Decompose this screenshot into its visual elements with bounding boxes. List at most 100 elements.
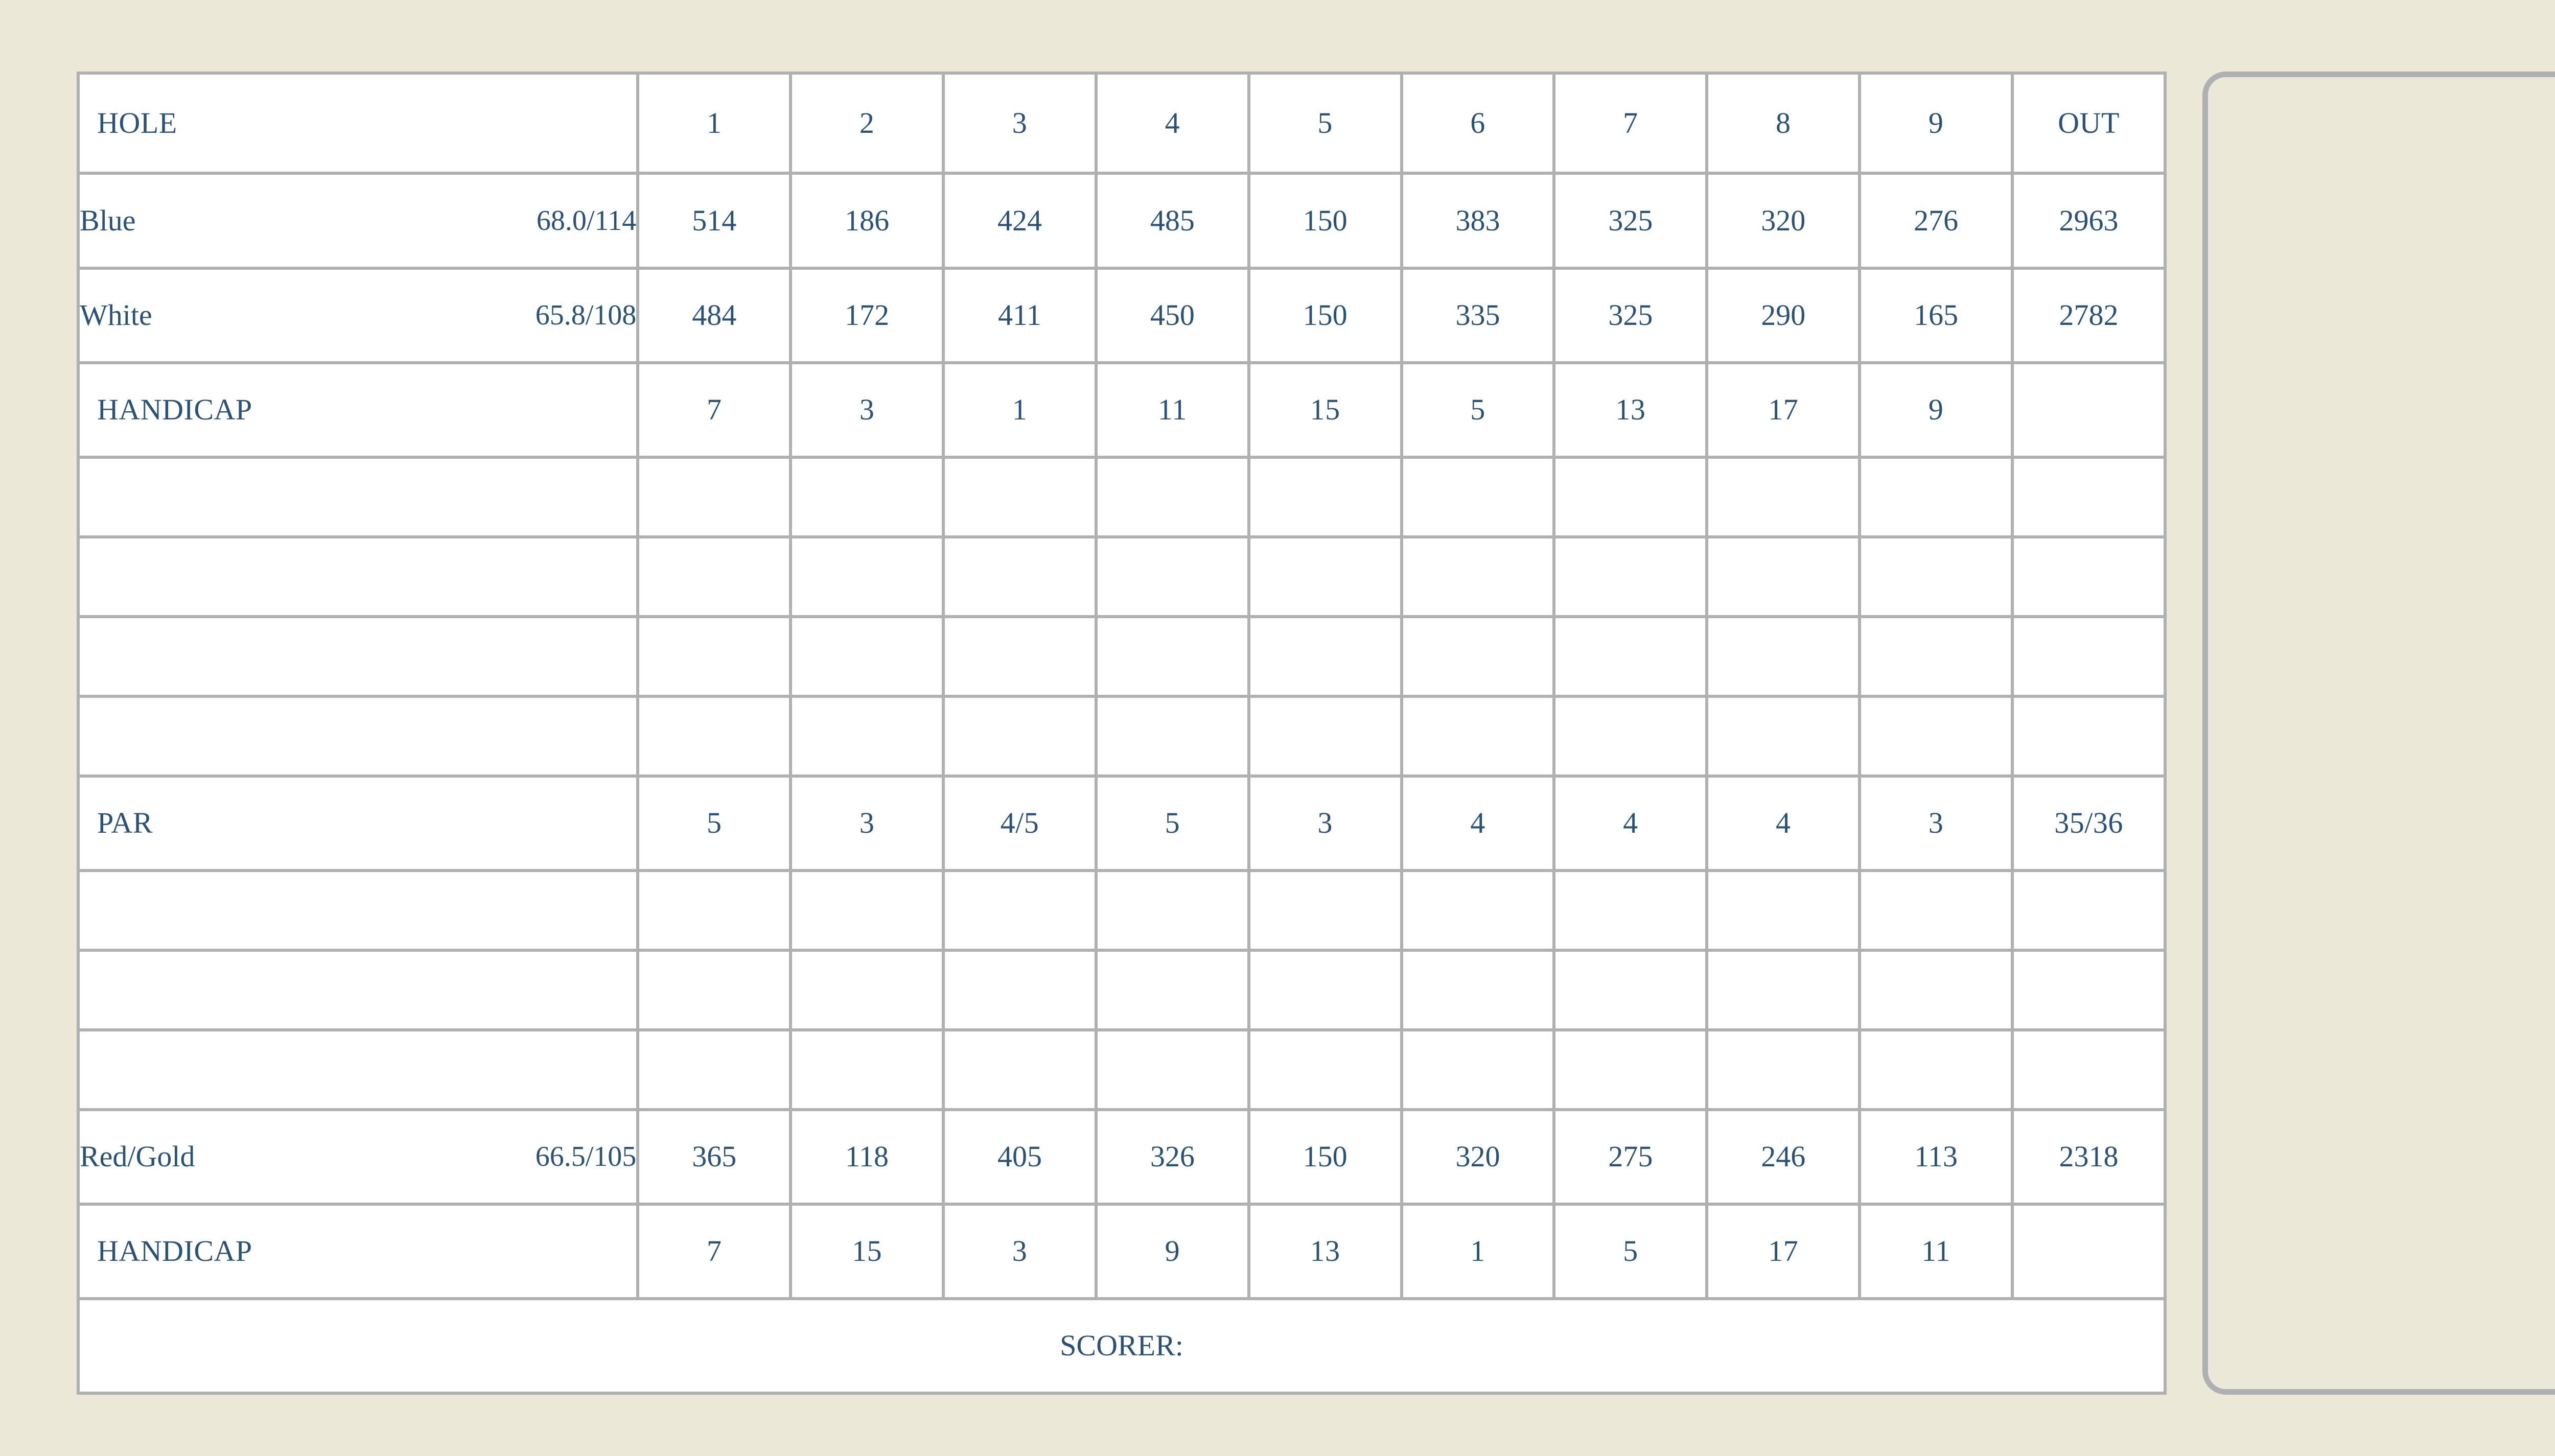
player-score-blank xyxy=(1403,872,1556,952)
player-score-blank xyxy=(1861,458,2014,538)
scorecard-table-wrapper: HOLE 1 2 3 4 5 6 7 8 9 OUT Blue 68.0/114 514 186 424 485… xyxy=(77,72,2167,1395)
player-score-blank xyxy=(1861,1031,2014,1111)
handicap-out-blank xyxy=(2014,364,2167,459)
player-score-blank xyxy=(792,872,945,952)
player-score-blank xyxy=(1403,951,1556,1031)
player-score-blank xyxy=(792,1031,945,1111)
player-score-blank xyxy=(1403,458,1556,538)
hole-number-1: 1 xyxy=(639,72,793,175)
player-score-blank xyxy=(1250,697,1403,778)
player-out-blank xyxy=(2014,1031,2167,1111)
player-name-blank xyxy=(77,538,640,618)
player-score-blank xyxy=(1555,951,1709,1031)
player-score-blank xyxy=(1250,458,1403,538)
yardage-hole-9: 165 xyxy=(1861,269,2014,364)
tee-name: Blue xyxy=(80,203,136,237)
player-score-blank xyxy=(639,697,793,778)
player-score-blank xyxy=(1861,951,2014,1031)
hole-number-5: 5 xyxy=(1250,72,1403,175)
player-score-blank xyxy=(1097,458,1250,538)
player-score-blank xyxy=(1403,697,1556,778)
player-score-blank xyxy=(945,618,1098,698)
table-row-player-blank xyxy=(77,458,2167,538)
handicap-hole-2: 15 xyxy=(792,1205,945,1300)
handicap-hole-3: 1 xyxy=(945,364,1098,459)
table-row-tee-white: White 65.8/108 484 172 411 450 150 335 325 290 165… xyxy=(77,269,2167,364)
tee-rating-slope: 68.0/114 xyxy=(536,204,637,237)
yardage-hole-2: 186 xyxy=(792,175,945,270)
table-row-hole-header: HOLE 1 2 3 4 5 6 7 8 9 OUT xyxy=(77,72,2167,175)
table-row-handicap-back: HANDICAP 7 15 3 9 13 1 5 17 11 xyxy=(77,1205,2167,1300)
row-label-handicap-front: HANDICAP xyxy=(77,364,640,459)
par-hole-4: 5 xyxy=(1097,777,1250,872)
yardage-hole-2: 172 xyxy=(792,269,945,364)
player-score-blank xyxy=(1555,697,1709,778)
yardage-hole-9: 276 xyxy=(1861,175,2014,270)
player-score-blank xyxy=(945,872,1098,952)
tee-name: Red/Gold xyxy=(80,1140,195,1173)
player-out-blank xyxy=(2014,697,2167,778)
player-name-blank xyxy=(77,951,640,1031)
table-row-player-blank xyxy=(77,618,2167,698)
player-name-blank xyxy=(77,697,640,778)
player-score-blank xyxy=(639,951,793,1031)
par-hole-5: 3 xyxy=(1250,777,1403,872)
yardage-hole-7: 275 xyxy=(1555,1111,1709,1206)
par-out-total: 35/36 xyxy=(2014,777,2167,872)
table-row-player-blank xyxy=(77,697,2167,778)
yardage-hole-3: 405 xyxy=(945,1111,1098,1206)
player-score-blank xyxy=(1097,538,1250,618)
player-score-blank xyxy=(945,697,1098,778)
yardage-hole-4: 450 xyxy=(1097,269,1250,364)
player-out-blank xyxy=(2014,951,2167,1031)
hole-number-3: 3 xyxy=(945,72,1098,175)
table-row-tee-blue: Blue 68.0/114 514 186 424 485 150 383 325 320 276 2… xyxy=(77,175,2167,270)
par-hole-1: 5 xyxy=(639,777,793,872)
column-header-out: OUT xyxy=(2014,72,2167,175)
tee-name-cell-white: White 65.8/108 xyxy=(77,269,640,364)
yardage-hole-3: 424 xyxy=(945,175,1098,270)
scorer-label-cell: SCORER: xyxy=(77,1300,2167,1395)
yardage-hole-6: 335 xyxy=(1403,269,1556,364)
player-score-blank xyxy=(1708,951,1862,1031)
handicap-hole-6: 5 xyxy=(1403,364,1556,459)
yardage-hole-5: 150 xyxy=(1250,1111,1403,1206)
par-hole-3: 4/5 xyxy=(945,777,1098,872)
handicap-hole-8: 17 xyxy=(1708,1205,1862,1300)
player-name-blank xyxy=(77,872,640,952)
player-score-blank xyxy=(1708,1031,1862,1111)
player-out-blank xyxy=(2014,458,2167,538)
row-label-hole: HOLE xyxy=(77,72,640,175)
par-hole-2: 3 xyxy=(792,777,945,872)
hole-number-9: 9 xyxy=(1861,72,2014,175)
player-score-blank xyxy=(945,458,1098,538)
player-score-blank xyxy=(1555,458,1709,538)
table-row-player-blank xyxy=(77,872,2167,952)
player-score-blank xyxy=(1555,872,1709,952)
course-map-panel: .rg{fill:#3e8c47;stroke:#2f7a3b;stroke-w… xyxy=(2202,72,2555,1395)
yardage-hole-9: 113 xyxy=(1861,1111,2014,1206)
hole-number-2: 2 xyxy=(792,72,945,175)
player-score-blank xyxy=(792,697,945,778)
yardage-hole-8: 290 xyxy=(1708,269,1862,364)
row-label-handicap-back: HANDICAP xyxy=(77,1205,640,1300)
player-score-blank xyxy=(1250,538,1403,618)
yardage-hole-2: 118 xyxy=(792,1111,945,1206)
handicap-out-blank xyxy=(2014,1205,2167,1300)
table-row-handicap-front: HANDICAP 7 3 1 11 15 5 13 17 9 xyxy=(77,364,2167,459)
player-score-blank xyxy=(1555,618,1709,698)
tee-name-cell-red-gold: Red/Gold 66.5/105 xyxy=(77,1111,640,1206)
player-score-blank xyxy=(945,951,1098,1031)
hole-number-6: 6 xyxy=(1403,72,1556,175)
player-score-blank xyxy=(1097,1031,1250,1111)
tee-rating-slope: 65.8/108 xyxy=(535,299,637,332)
player-name-blank xyxy=(77,458,640,538)
player-score-blank xyxy=(1861,538,2014,618)
hole-number-7: 7 xyxy=(1555,72,1709,175)
handicap-hole-9: 9 xyxy=(1861,364,2014,459)
player-score-blank xyxy=(1861,697,2014,778)
player-score-blank xyxy=(1861,618,2014,698)
handicap-hole-6: 1 xyxy=(1403,1205,1556,1300)
player-score-blank xyxy=(1097,951,1250,1031)
